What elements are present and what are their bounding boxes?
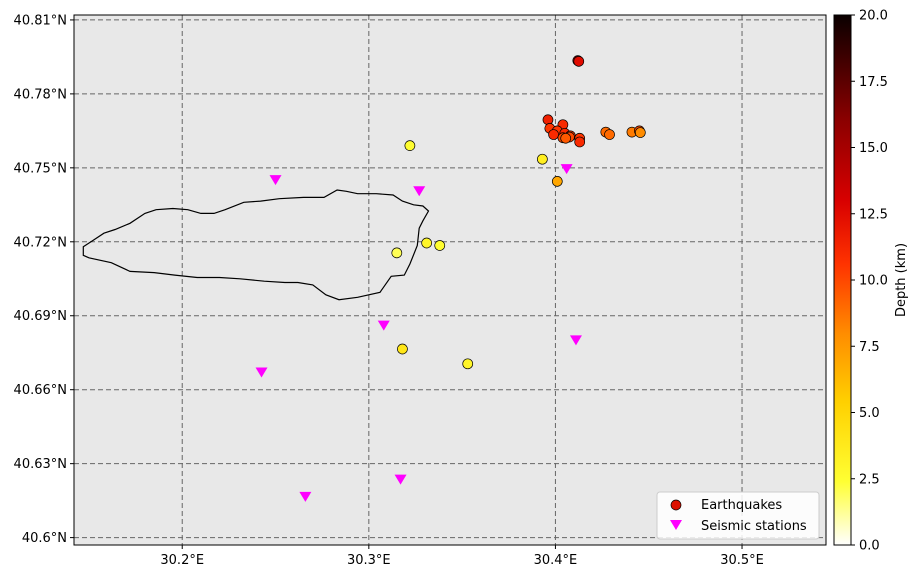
colorbar-tick-label: 5.0 (859, 406, 880, 421)
earthquake-marker (573, 55, 585, 67)
earthquake-marker (634, 127, 646, 138)
x-tick-label: 30.4°E (534, 553, 578, 568)
plot-background (74, 15, 826, 545)
station-marker (394, 474, 407, 485)
colorbar-tick-label: 17.5 (859, 75, 888, 90)
axis-ticks: 30.2°E 30.3°E 30.4°E 30.5°E 40.6°N 40.63°N 40.… (14, 13, 764, 568)
earthquake-marker (548, 129, 559, 140)
legend-earthquake-marker (670, 499, 682, 511)
earthquake-marker (574, 136, 586, 148)
station-marker (255, 367, 268, 378)
legend-stations-label: Seismic stations (701, 519, 807, 534)
y-tick-label: 40.63°N (14, 457, 67, 472)
y-tick-label: 40.75°N (14, 161, 67, 176)
colorbar-tick-label: 12.5 (859, 207, 888, 222)
colorbar-tick-label: 20.0 (859, 9, 888, 24)
legend-station-marker (670, 520, 682, 530)
station-marker (377, 320, 390, 331)
earthquake-marker (421, 237, 433, 249)
x-tick-label: 30.2°E (160, 553, 204, 568)
colorbar-tick-label: 7.5 (859, 340, 880, 355)
legend: Earthquakes Seismic stations (656, 491, 820, 540)
colorbar-tick-label: 10.0 (859, 274, 888, 289)
earthquake-marker (434, 240, 446, 251)
plot-frame (73, 14, 827, 546)
colorbar-tick-label: 0.0 (859, 539, 880, 554)
colorbar-gradient (833, 14, 852, 546)
station-marker (299, 491, 312, 502)
earthquake-marker (397, 343, 408, 355)
colorbar-ticks: 0.0 2.5 5.0 7.5 10.0 12.5 15.0 17.5 20.0 (851, 9, 888, 554)
x-tick-label: 30.3°E (347, 553, 391, 568)
earthquake-marker (604, 129, 615, 140)
station-marker (560, 164, 573, 175)
points-layer (255, 55, 646, 502)
y-tick-label: 40.72°N (14, 235, 67, 250)
colorbar: 0.0 2.5 5.0 7.5 10.0 12.5 15.0 17.5 20.0 Depth (… (833, 9, 909, 554)
earthquake-marker (537, 153, 548, 165)
earthquake-marker (560, 132, 572, 144)
earthquake-marker (404, 140, 416, 152)
station-marker (413, 186, 426, 197)
region-outline (82, 189, 430, 301)
colorbar-tick-label: 15.0 (859, 141, 888, 156)
station-marker (269, 175, 282, 186)
earthquake-marker (551, 176, 563, 187)
y-tick-label: 40.69°N (14, 309, 67, 324)
outline-layer (82, 189, 430, 301)
y-tick-label: 40.81°N (14, 13, 67, 28)
colorbar-label: Depth (km) (894, 243, 909, 317)
y-tick-label: 40.78°N (14, 87, 67, 102)
y-tick-label: 40.66°N (14, 383, 67, 398)
earthquake-marker (462, 358, 474, 370)
colorbar-tick-label: 2.5 (859, 472, 880, 487)
legend-box (656, 491, 820, 540)
earthquake-marker (391, 247, 403, 259)
x-tick-label: 30.5°E (720, 553, 764, 568)
earthquake-marker (542, 114, 554, 126)
station-marker (569, 335, 582, 346)
y-tick-label: 40.6°N (22, 531, 67, 546)
legend-earthquakes-label: Earthquakes (701, 498, 782, 513)
